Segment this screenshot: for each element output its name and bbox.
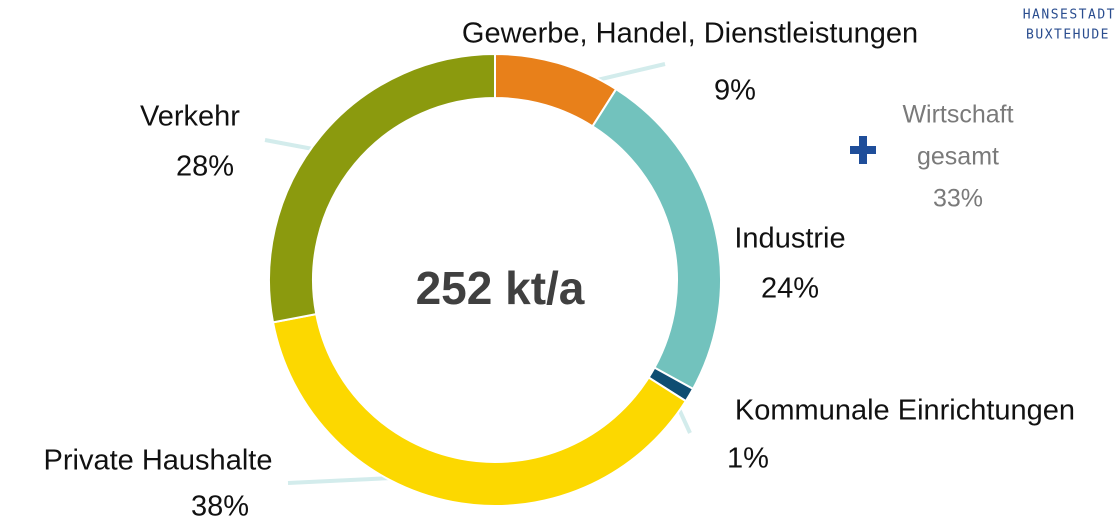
value-label: 1%	[727, 443, 769, 475]
donut-segment	[494, 52, 618, 128]
donut-segment	[271, 312, 688, 507]
donut	[268, 52, 722, 507]
annotation: 33%	[933, 185, 983, 213]
value-label: 38%	[191, 491, 249, 522]
donut-segment	[591, 87, 722, 391]
category-label: Industrie	[734, 223, 845, 255]
category-label: Gewerbe, Handel, Dienstleistungen	[462, 18, 918, 50]
value-label: 24%	[761, 273, 819, 305]
category-label: Verkehr	[140, 101, 240, 133]
logo: BUXTEHUDE	[1026, 28, 1110, 43]
category-label: Private Haushalte	[44, 445, 273, 477]
logo: HANSESTADT	[1023, 8, 1116, 23]
annotation: Wirtschaft	[902, 101, 1013, 129]
donut-segment	[268, 52, 496, 324]
value-label: 9%	[714, 75, 756, 107]
category-label: Kommunale Einrichtungen	[735, 395, 1075, 427]
center-label: 252 kt/a	[416, 262, 585, 314]
value-label: 28%	[176, 151, 234, 183]
annotation: gesamt	[917, 143, 999, 171]
plus-icon	[850, 136, 876, 164]
